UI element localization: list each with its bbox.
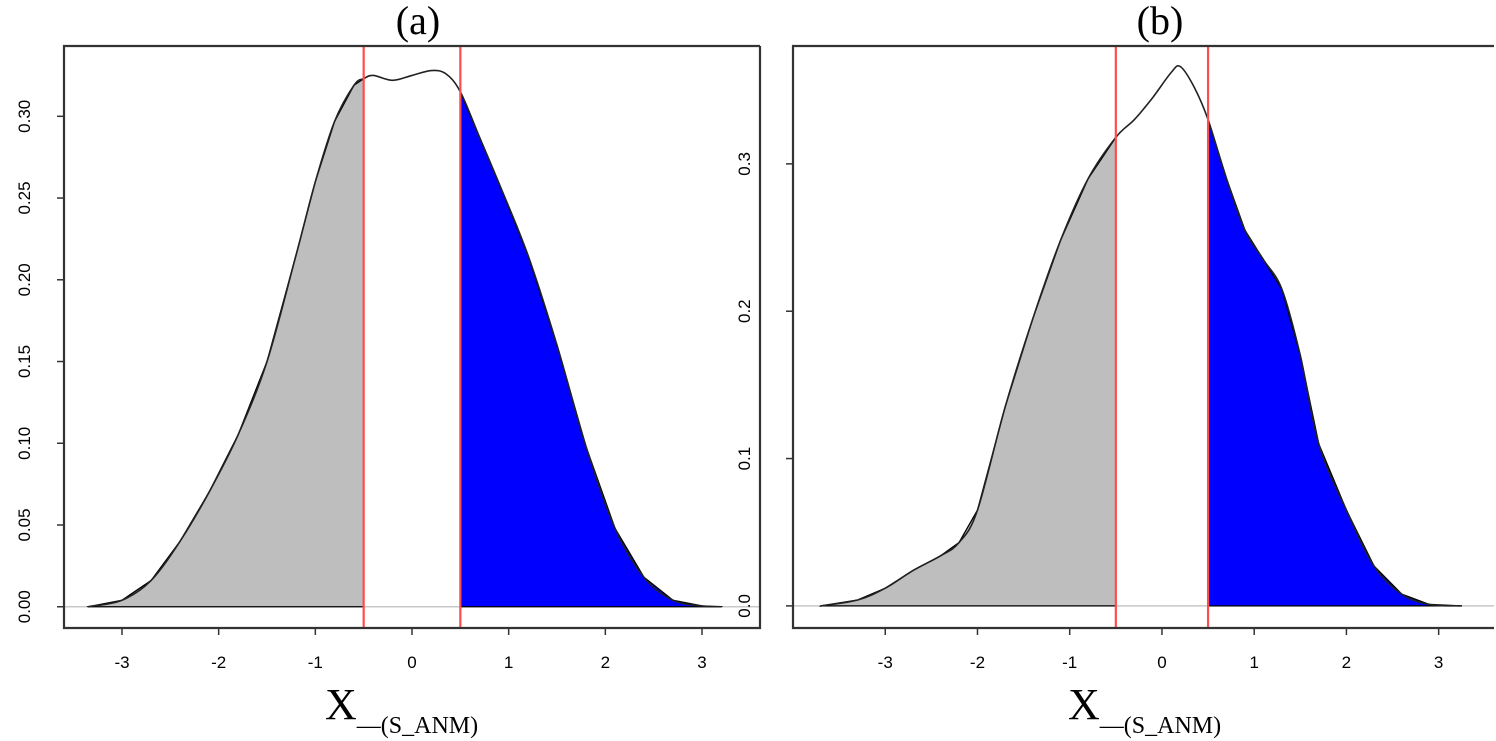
- panel-b-xlabel: X—(S_ANM): [1068, 680, 1221, 739]
- panel-a-y-tick-label: 0.10: [15, 427, 34, 460]
- panel-a-x-tick-label: 3: [697, 653, 706, 672]
- panel-a-right-tail-area: [459, 91, 723, 608]
- panel-b-x-tick-label: -2: [970, 653, 985, 672]
- panel-b-x-tick-label: 1: [1249, 653, 1258, 672]
- panel-b-axes-frame: [791, 44, 1494, 630]
- panel-b-y-ticks: 0.0 0.1 0.2 0.3: [735, 152, 793, 618]
- panel-b-right-tail-area: [1207, 119, 1463, 607]
- panel-a-y-tick-label: 0.15: [15, 345, 34, 378]
- panel-a-plot-content: [64, 46, 760, 628]
- panel-a-y-tick-label: 0.30: [15, 100, 34, 133]
- panel-a-plot-area: [62, 44, 762, 630]
- panel-b-y-tick-label: 0.1: [735, 447, 754, 471]
- panel-b-x-tick-label: -1: [1062, 653, 1077, 672]
- panel-a-xlabel-main: X: [325, 680, 357, 729]
- panel-b-title: (b): [1137, 0, 1184, 43]
- panel-a: (a) -3 -2 -1 0 1 2 3 0.000.050.100.150.200.250…: [15, 0, 762, 739]
- panel-b: (b) -3 -2 -1 0 1 2 3 0.0 0.1 0.2 0.3 X—(S_ANM): [735, 0, 1494, 739]
- panel-a-y-ticks: 0.00 0.05 0.10 0.15 0.20 0.25 0.30: [15, 100, 64, 623]
- panel-a-y-tick-label: 0.00: [15, 590, 34, 623]
- panel-a-density-curve: [88, 69, 722, 608]
- panel-a-y-tick-label: 0.05: [15, 508, 34, 541]
- panel-a-xlabel-sub: —(S_ANM): [356, 713, 478, 739]
- panel-a-x-tick-label: 0: [407, 653, 416, 672]
- panel-a-x-tick-label: -2: [211, 653, 226, 672]
- panel-b-left-tail-area: [818, 135, 1117, 607]
- panel-a-xlabel: X—(S_ANM): [325, 680, 478, 739]
- panel-b-density-curve: [820, 64, 1462, 607]
- panel-b-y-tick-label: 0.0: [735, 594, 754, 618]
- panel-b-x-tick-label: 2: [1342, 653, 1351, 672]
- panel-b-x-tick-label: 3: [1434, 653, 1443, 672]
- panel-b-xlabel-main: X: [1068, 680, 1100, 729]
- panel-a-x-ticks: -3 -2 -1 0 1 2 3: [114, 628, 707, 672]
- panel-a-x-tick-label: 2: [601, 653, 610, 672]
- panel-b-y-tick-label: 0.3: [735, 152, 754, 176]
- panel-b-y-tick-label: 0.2: [735, 299, 754, 323]
- panel-a-title: (a): [396, 0, 440, 43]
- panel-a-x-tick-label: -1: [308, 653, 323, 672]
- panel-b-plot-content: [793, 46, 1494, 628]
- panel-b-xlabel-sub: —(S_ANM): [1099, 713, 1221, 739]
- panel-b-x-tick-label: 0: [1157, 653, 1166, 672]
- panel-b-x-tick-label: -3: [878, 653, 893, 672]
- panel-a-y-tick-label: 0.25: [15, 181, 34, 214]
- panel-b-x-ticks: -3 -2 -1 0 1 2 3: [878, 628, 1443, 672]
- panel-a-y-tick-label: 0.20: [15, 263, 34, 296]
- panel-a-x-tick-label: 1: [504, 653, 513, 672]
- panel-a-x-tick-label: -3: [114, 653, 129, 672]
- panel-a-axes-frame: [62, 44, 762, 630]
- panel-b-plot-area: [791, 44, 1494, 630]
